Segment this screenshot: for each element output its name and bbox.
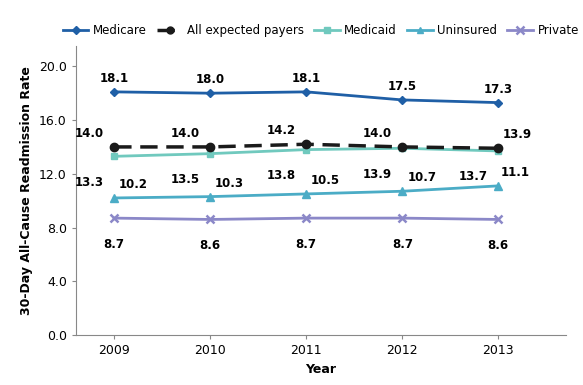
Text: 10.3: 10.3 [215, 177, 244, 190]
Text: 8.6: 8.6 [488, 239, 509, 252]
Text: 8.6: 8.6 [199, 239, 221, 252]
Text: 14.0: 14.0 [171, 127, 200, 140]
X-axis label: Year: Year [305, 363, 336, 375]
Text: 10.5: 10.5 [311, 174, 340, 187]
Y-axis label: 30-Day All-Cause Readmission Rate: 30-Day All-Cause Readmission Rate [20, 66, 33, 315]
Text: 18.1: 18.1 [100, 72, 129, 85]
Text: 13.5: 13.5 [171, 173, 200, 186]
Text: 10.7: 10.7 [407, 171, 436, 184]
Text: 11.1: 11.1 [500, 166, 529, 179]
Text: 14.0: 14.0 [363, 127, 392, 140]
Text: 8.7: 8.7 [104, 238, 125, 251]
Text: 14.2: 14.2 [266, 124, 296, 137]
Text: 10.2: 10.2 [119, 178, 148, 191]
Text: 14.0: 14.0 [75, 127, 104, 140]
Text: 13.8: 13.8 [266, 169, 296, 182]
Legend: Medicare, All expected payers, Medicaid, Uninsured, Private: Medicare, All expected payers, Medicaid,… [62, 24, 579, 37]
Text: 8.7: 8.7 [296, 238, 317, 251]
Text: 17.3: 17.3 [484, 83, 513, 95]
Text: 13.7: 13.7 [459, 171, 488, 183]
Text: 13.9: 13.9 [363, 168, 392, 181]
Text: 17.5: 17.5 [388, 80, 417, 93]
Text: 18.0: 18.0 [196, 73, 225, 86]
Text: 13.3: 13.3 [75, 176, 104, 189]
Text: 18.1: 18.1 [292, 72, 321, 85]
Text: 13.9: 13.9 [503, 128, 532, 141]
Text: 8.7: 8.7 [392, 238, 413, 251]
